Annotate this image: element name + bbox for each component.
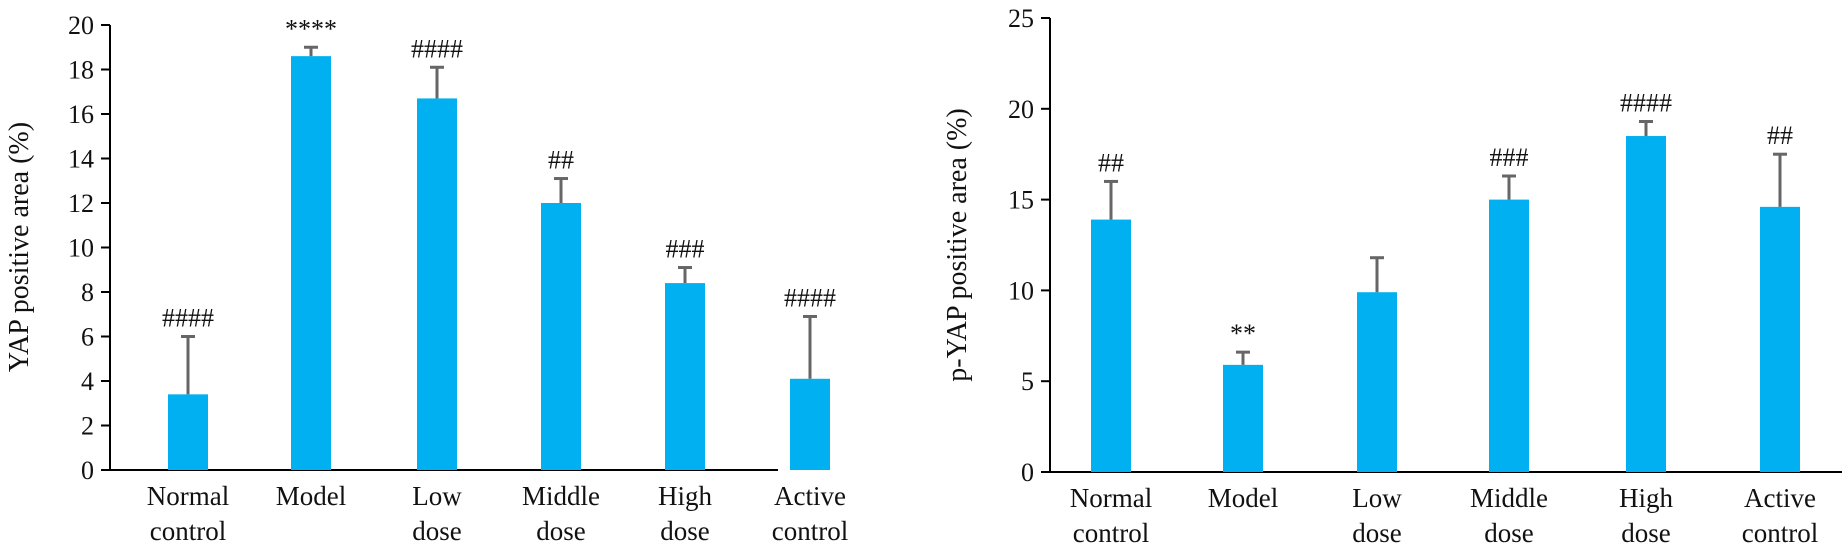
bar [790, 378, 830, 470]
x-tick-label: control [150, 516, 226, 546]
y-tick-label: 18 [68, 56, 94, 85]
bar [541, 203, 581, 470]
y-tick-label: 8 [81, 278, 94, 307]
y-tick-label: 16 [68, 100, 94, 129]
significance-label: #### [784, 283, 836, 312]
y-tick-label: 12 [68, 189, 94, 218]
y-tick-label: 25 [1008, 4, 1034, 33]
y-tick-label: 0 [81, 456, 94, 485]
y-tick-label: 20 [1008, 95, 1034, 124]
yap-chart: 0 2 4 6 8 10 12 14 16 18 20 YAP positive area (%) ##… [4, 11, 848, 546]
y-tick-label: 20 [68, 11, 94, 40]
significance-label: ## [548, 146, 574, 175]
bar [1760, 206, 1800, 472]
bar [1357, 292, 1397, 472]
bar [417, 98, 457, 471]
y-tick-label: 15 [1008, 186, 1034, 215]
x-tick-label: Model [1208, 483, 1279, 513]
x-tick-label: Middle [1470, 483, 1548, 513]
x-tick-label: dose [412, 516, 462, 546]
p-yap-chart: 0 5 10 15 20 25 p-YAP positive area (%) ## Norma… [942, 4, 1842, 548]
y-tick-label: 6 [81, 323, 94, 352]
x-tick-label: Low [1352, 483, 1402, 513]
x-tick-label: control [1073, 518, 1149, 548]
x-tick-label: Normal [147, 481, 229, 511]
y-tick-label: 14 [68, 145, 94, 174]
x-tick-label: Model [276, 481, 347, 511]
y-tick-label: 2 [81, 412, 94, 441]
y-tick-label: 0 [1021, 458, 1034, 487]
x-tick-label: control [1742, 518, 1818, 548]
bar [665, 283, 705, 470]
significance-label: #### [411, 34, 463, 63]
x-tick-label: control [772, 516, 848, 546]
x-tick-label: High [658, 481, 713, 511]
significance-label: ### [1490, 143, 1529, 172]
y-tick-label: 4 [81, 367, 94, 396]
bar [1091, 219, 1131, 472]
y-tick-label: 10 [68, 234, 94, 263]
y-tick-label: 5 [1021, 367, 1034, 396]
significance-label: ### [666, 235, 705, 264]
y-axis-title: p-YAP positive area (%) [942, 108, 973, 381]
y-tick-label: 10 [1008, 276, 1034, 305]
significance-label: ** [1230, 319, 1256, 348]
bar [291, 56, 331, 471]
x-tick-label: Middle [522, 481, 600, 511]
x-tick-label: Normal [1070, 483, 1152, 513]
x-tick-label: Active [774, 481, 846, 511]
x-tick-label: dose [536, 516, 586, 546]
x-tick-label: High [1619, 483, 1674, 513]
y-axis-title: YAP positive area (%) [4, 122, 35, 372]
x-tick-label: Low [412, 481, 462, 511]
x-tick-label: dose [1352, 518, 1402, 548]
significance-label: ## [1767, 121, 1793, 150]
bar [1489, 199, 1529, 472]
x-tick-label: dose [660, 516, 710, 546]
x-tick-label: Active [1744, 483, 1816, 513]
bar [168, 394, 208, 470]
significance-label: #### [162, 304, 214, 333]
x-tick-label: dose [1621, 518, 1671, 548]
bar [1223, 364, 1263, 472]
significance-label: #### [1620, 89, 1672, 118]
x-tick-label: dose [1484, 518, 1534, 548]
significance-label: **** [285, 14, 337, 43]
significance-label: ## [1098, 148, 1124, 177]
bar [1626, 136, 1666, 473]
